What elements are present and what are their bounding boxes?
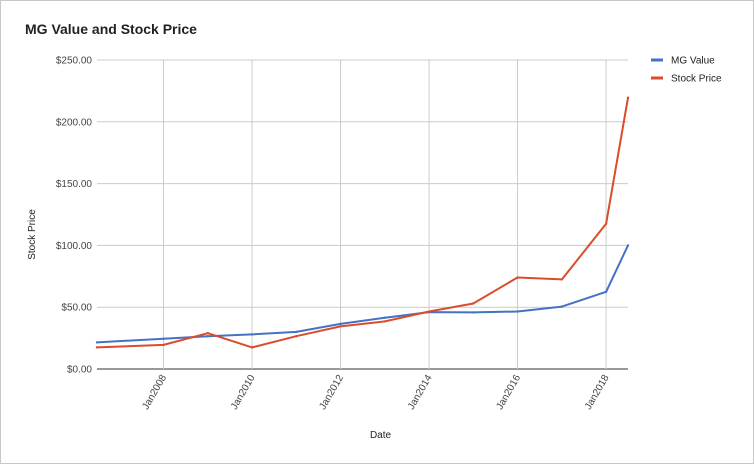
data-point bbox=[560, 278, 564, 281]
series-line-mg-value bbox=[96, 244, 629, 344]
chart-title: MG Value and Stock Price bbox=[25, 21, 197, 37]
x-axis-title: Date bbox=[370, 430, 392, 441]
data-point bbox=[383, 320, 387, 323]
data-point bbox=[516, 276, 519, 279]
data-point bbox=[472, 302, 475, 305]
data-point bbox=[250, 346, 254, 349]
x-tick-label: Jan2010 bbox=[229, 373, 258, 412]
x-tick-label: Jan2012 bbox=[317, 373, 346, 412]
data-point bbox=[206, 331, 210, 335]
data-point bbox=[250, 333, 254, 336]
data-point bbox=[95, 346, 99, 349]
y-tick-label: $50.00 bbox=[61, 303, 92, 314]
data-point bbox=[626, 96, 630, 99]
legend-label: Stock Price bbox=[671, 74, 722, 85]
y-tick-label: $150.00 bbox=[56, 179, 93, 190]
x-tick-label: Jan2016 bbox=[494, 373, 523, 412]
data-point bbox=[516, 310, 519, 313]
x-tick-label: Jan2014 bbox=[406, 373, 435, 412]
y-tick-label: $100.00 bbox=[56, 241, 93, 252]
y-tick-label: $250.00 bbox=[56, 56, 93, 67]
data-point bbox=[427, 310, 431, 313]
data-point bbox=[626, 244, 630, 247]
y-tick-label: $0.00 bbox=[67, 365, 92, 376]
data-point bbox=[383, 316, 387, 319]
series-line-stock-price bbox=[96, 97, 629, 349]
data-point bbox=[295, 330, 298, 334]
y-tick-label: $200.00 bbox=[56, 117, 93, 128]
data-point bbox=[339, 325, 342, 328]
data-point bbox=[95, 341, 99, 344]
x-tick-label: Jan2018 bbox=[583, 373, 612, 412]
legend-label: MG Value bbox=[671, 56, 715, 67]
data-point bbox=[162, 337, 165, 340]
data-point bbox=[339, 322, 342, 326]
x-tick-label: Jan2008 bbox=[140, 373, 169, 412]
data-point bbox=[295, 335, 298, 338]
data-point bbox=[472, 311, 475, 314]
data-point bbox=[604, 222, 608, 225]
data-point bbox=[206, 335, 210, 338]
y-axis-title: Stock Price bbox=[27, 209, 38, 260]
data-point bbox=[162, 343, 165, 347]
data-point bbox=[560, 305, 564, 308]
data-point bbox=[604, 290, 608, 293]
